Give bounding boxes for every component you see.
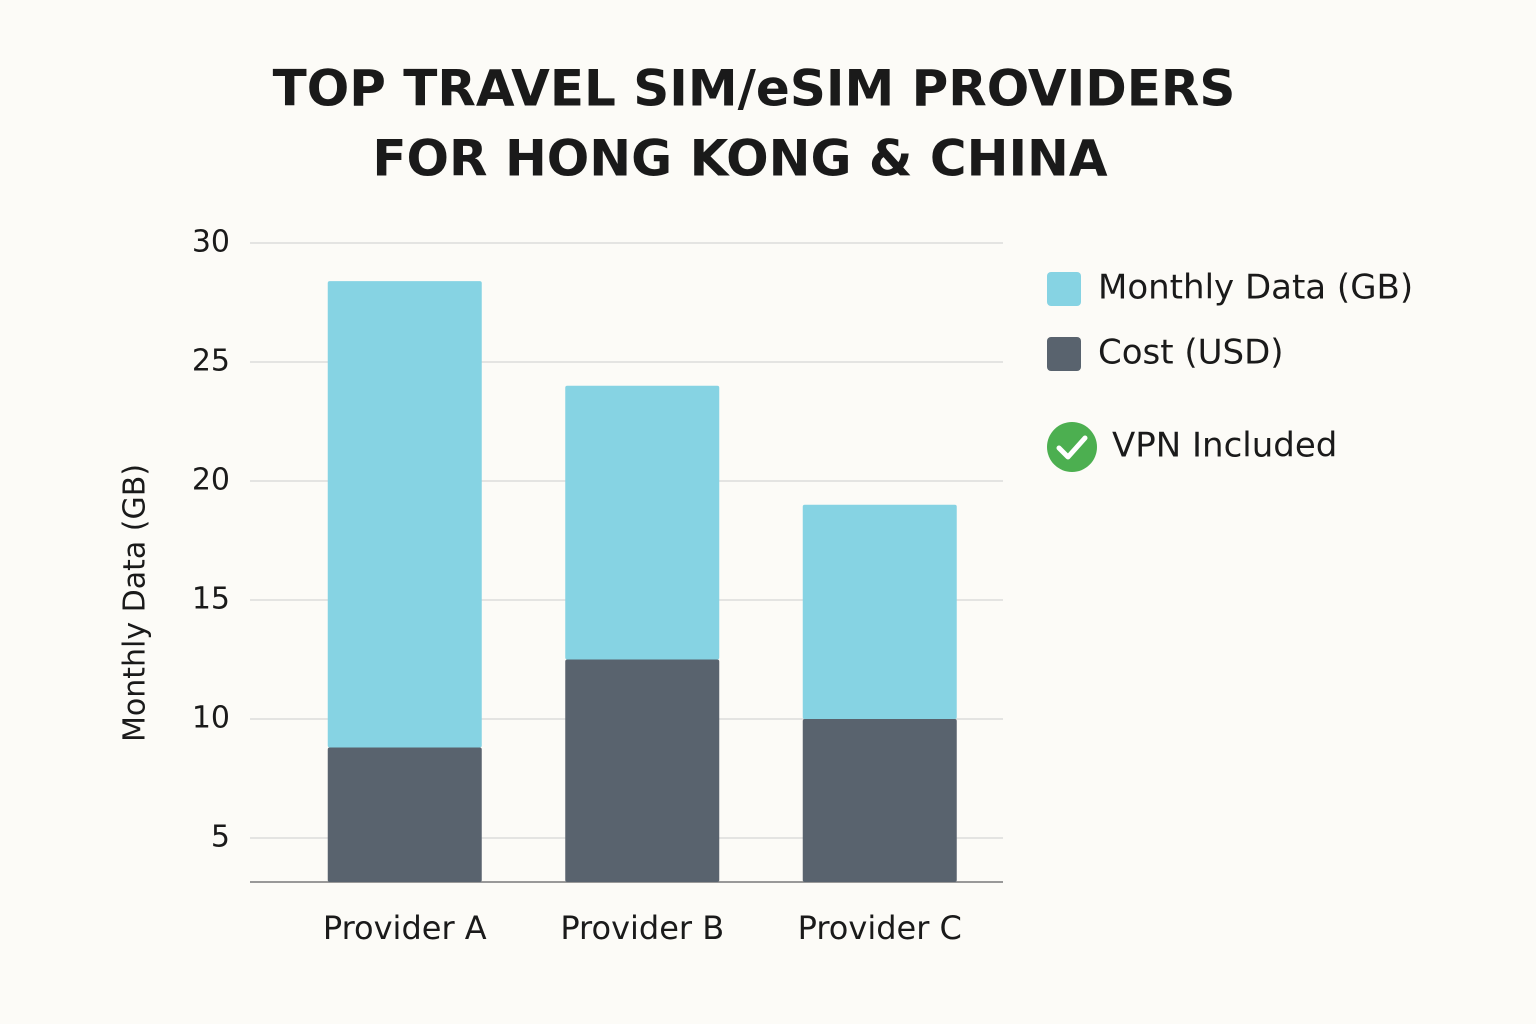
- check-icon: [1047, 422, 1097, 472]
- y-tick-label: 10: [192, 700, 230, 735]
- y-tick-label: 20: [192, 462, 230, 497]
- bar-segment: [802, 718, 957, 882]
- check-mark: [1056, 435, 1088, 460]
- legend-note: VPN Included: [1112, 426, 1337, 466]
- bar-segment: [327, 747, 482, 882]
- y-tick-label: 5: [211, 819, 230, 854]
- y-tick-label: 30: [192, 225, 230, 260]
- chart-title: FOR HONG KONG & CHINA: [372, 130, 1108, 188]
- bar-segment: [802, 504, 957, 719]
- x-tick-label: Provider C: [798, 909, 962, 947]
- y-axis-label: Monthly Data (GB): [118, 464, 153, 742]
- bar-segment: [327, 281, 482, 748]
- x-tick-label: Provider A: [323, 909, 487, 947]
- bar-segment: [565, 385, 720, 660]
- x-tick-label: Provider B: [560, 909, 724, 947]
- bar-segment: [565, 659, 720, 882]
- legend-swatch: [1047, 337, 1081, 371]
- chart-title: TOP TRAVEL SIM/eSIM PROVIDERS: [273, 60, 1236, 118]
- y-tick-label: 15: [192, 581, 230, 616]
- legend-label: Cost (USD): [1098, 333, 1284, 373]
- legend-swatch: [1047, 272, 1081, 306]
- y-tick-label: 25: [192, 343, 230, 378]
- legend-label: Monthly Data (GB): [1098, 268, 1413, 308]
